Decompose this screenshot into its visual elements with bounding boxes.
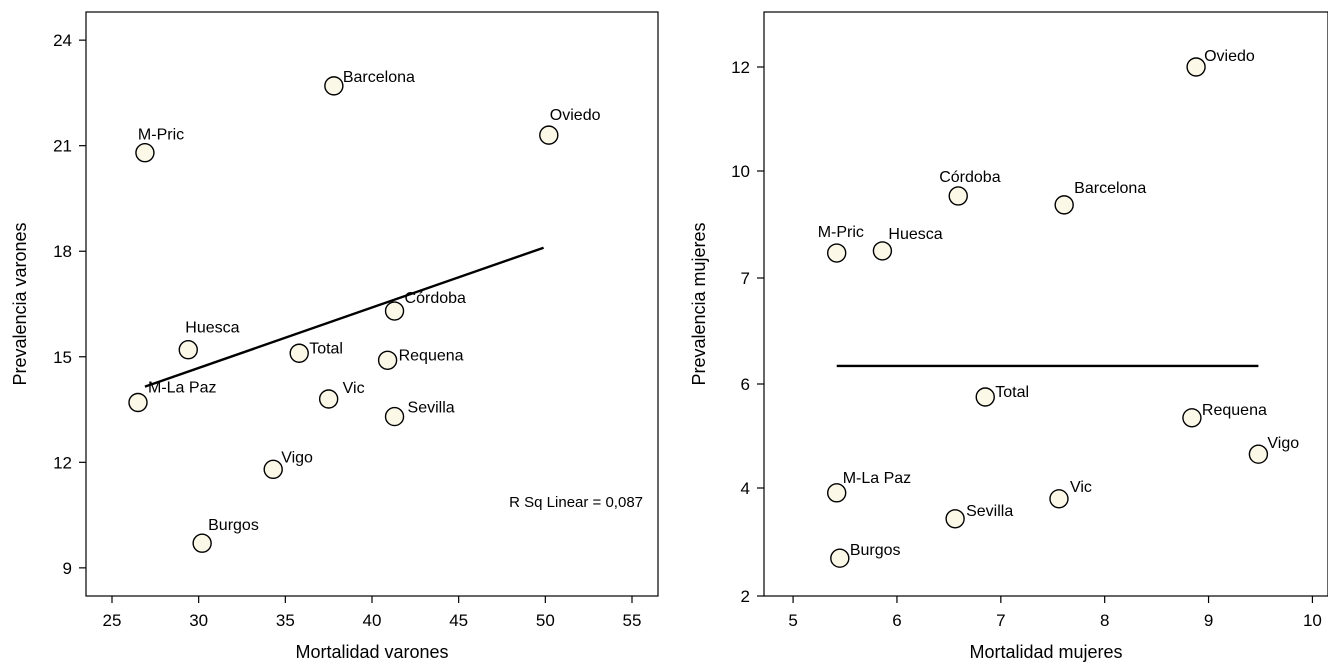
data-point-m-la-paz[interactable] xyxy=(827,483,847,503)
point-label-vic: Vic xyxy=(1070,479,1092,496)
point-label-vigo: Vigo xyxy=(1267,435,1299,452)
point-label-m-la-paz: M-La Paz xyxy=(843,470,911,487)
x-tick-label: 10 xyxy=(1303,611,1322,630)
point-label-cordoba: Córdoba xyxy=(405,290,466,307)
x-axis-title: Mortalidad mujeres xyxy=(969,642,1122,662)
point-label-sevilla: Sevilla xyxy=(966,503,1013,520)
y-tick-label: 12 xyxy=(731,58,750,77)
y-tick-label: 4 xyxy=(741,479,750,498)
y-axis-title: Prevalencia varones xyxy=(10,222,30,385)
point-label-huesca: Huesca xyxy=(888,226,942,243)
r-squared-annotation: R Sq Linear = 0,087 xyxy=(509,494,643,511)
data-point-m-la-paz[interactable] xyxy=(128,392,148,413)
data-point-requena[interactable] xyxy=(1182,408,1202,428)
x-tick-label: 25 xyxy=(103,611,122,630)
y-tick-label: 18 xyxy=(53,242,72,261)
point-label-requena: Requena xyxy=(399,347,464,364)
data-point-barcelona[interactable] xyxy=(324,76,344,96)
x-tick-label: 5 xyxy=(788,611,797,630)
point-label-cordoba: Córdoba xyxy=(939,169,1000,186)
y-tick-label: 10 xyxy=(731,162,750,181)
data-point-m-pric[interactable] xyxy=(827,243,847,263)
data-point-requena[interactable] xyxy=(377,350,398,370)
y-tick-label: 9 xyxy=(63,559,72,578)
data-point-oviedo[interactable] xyxy=(539,125,559,145)
data-point-burgos[interactable] xyxy=(830,548,850,568)
point-label-barcelona: Barcelona xyxy=(343,69,415,86)
data-point-vigo[interactable] xyxy=(1248,444,1269,464)
point-label-total: Total xyxy=(995,384,1029,401)
x-tick-label: 7 xyxy=(996,611,1005,630)
data-point-sevilla[interactable] xyxy=(945,509,965,529)
fit-line xyxy=(144,246,544,388)
plot-frame xyxy=(763,11,1328,597)
data-point-total[interactable] xyxy=(975,387,995,407)
y-tick-label: 12 xyxy=(53,453,72,472)
y-tick-label: 15 xyxy=(53,348,72,367)
data-point-oviedo[interactable] xyxy=(1186,57,1206,77)
point-label-vic: Vic xyxy=(343,380,365,397)
point-label-burgos: Burgos xyxy=(850,542,901,559)
y-tick-label: 6 xyxy=(741,375,750,394)
point-label-sevilla: Sevilla xyxy=(408,400,455,417)
x-tick-label: 8 xyxy=(1100,611,1109,630)
data-point-m-pric[interactable] xyxy=(135,143,155,163)
data-point-cordoba[interactable] xyxy=(384,301,405,321)
point-label-m-la-paz: M-La Paz xyxy=(148,380,216,397)
data-point-huesca[interactable] xyxy=(872,241,893,261)
point-label-m-pric: M-Pric xyxy=(818,224,864,241)
point-label-m-pric: M-Pric xyxy=(138,127,184,144)
y-tick-label: 2 xyxy=(741,587,750,606)
point-label-requena: Requena xyxy=(1202,402,1267,419)
point-label-oviedo: Oviedo xyxy=(550,107,601,124)
x-tick-label: 40 xyxy=(363,611,382,630)
y-tick-label: 21 xyxy=(53,137,72,156)
x-axis-title: Mortalidad varones xyxy=(295,642,448,662)
point-label-vigo: Vigo xyxy=(281,449,313,466)
x-tick-label: 50 xyxy=(536,611,555,630)
data-point-sevilla[interactable] xyxy=(384,406,405,427)
y-tick-label: 7 xyxy=(741,269,750,288)
point-label-total: Total xyxy=(309,340,343,357)
data-point-total[interactable] xyxy=(289,343,309,363)
data-point-cordoba[interactable] xyxy=(948,186,968,206)
data-point-vigo[interactable] xyxy=(263,459,283,480)
x-tick-label: 30 xyxy=(189,611,208,630)
x-tick-label: 6 xyxy=(892,611,901,630)
point-label-oviedo: Oviedo xyxy=(1204,48,1255,65)
data-point-vic[interactable] xyxy=(318,389,339,409)
data-point-burgos[interactable] xyxy=(192,533,212,553)
chart-left: 25 30 35 40 45 50 55 9 12 15 18 21 24 Mortalidad varo… xyxy=(10,11,659,662)
x-tick-label: 55 xyxy=(623,611,642,630)
x-tick-label: 9 xyxy=(1204,611,1213,630)
data-point-vic[interactable] xyxy=(1049,489,1069,509)
chart-right: 5 6 7 8 9 10 2 4 6 7 10 12 Mortalidad mujeres Prevale… xyxy=(689,11,1328,662)
data-point-barcelona[interactable] xyxy=(1054,195,1074,215)
x-tick-label: 35 xyxy=(276,611,295,630)
y-tick-label: 24 xyxy=(53,31,72,50)
point-label-burgos: Burgos xyxy=(208,517,259,534)
x-tick-label: 45 xyxy=(449,611,468,630)
point-label-huesca: Huesca xyxy=(185,320,239,337)
point-label-barcelona: Barcelona xyxy=(1074,180,1146,197)
y-axis-title: Prevalencia mujeres xyxy=(689,222,709,385)
data-point-huesca[interactable] xyxy=(178,340,198,360)
